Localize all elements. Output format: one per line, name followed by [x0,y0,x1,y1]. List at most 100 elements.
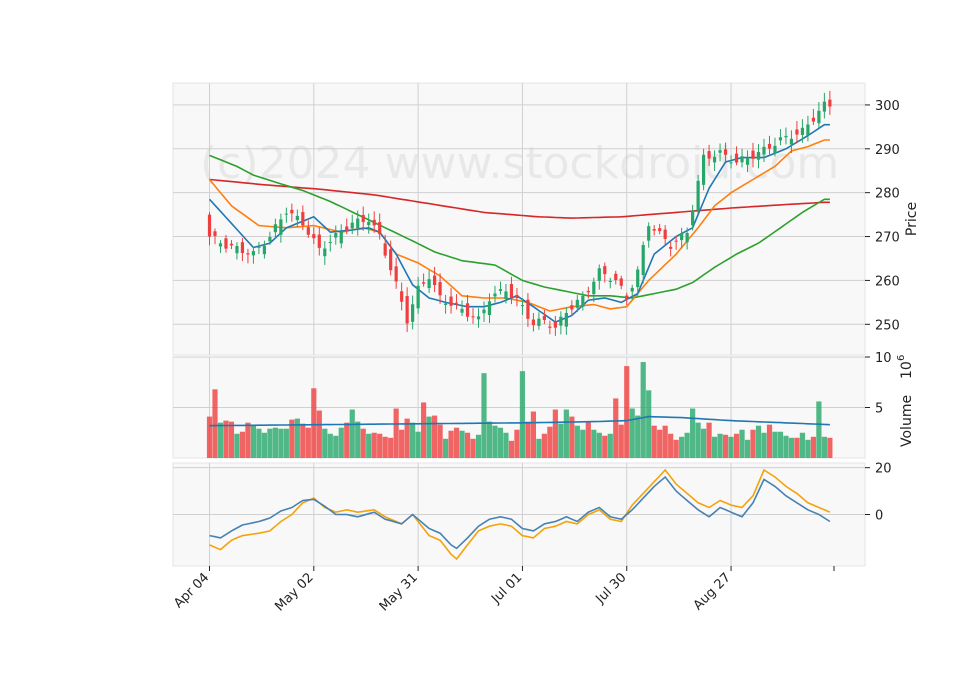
oscillator-panel: 0 20 [172,462,892,567]
price-panel: (c)2024 www.stockdroid.com 2502602702802… [172,82,920,356]
volume-bar [651,425,657,458]
volume-bar [602,435,608,458]
volume-bar [305,427,311,458]
candle [339,224,343,249]
candle-body [482,309,486,314]
candlestick-series [207,90,832,336]
volume-bar [289,419,295,458]
volume-bar [492,425,498,458]
candle [778,129,783,146]
price-tick-label: 290 [875,143,900,158]
candle-body [822,101,826,112]
candle-body [454,302,459,304]
candle [224,234,228,253]
candle [240,238,245,262]
candle-body [361,214,365,223]
candle-body [581,295,585,307]
volume-bar [437,424,443,458]
candle [756,144,761,169]
volume-bar [772,431,778,458]
candle [658,223,662,235]
candle [784,127,788,145]
volume-bar [569,416,575,458]
volume-bar [701,428,707,458]
candle-body [218,243,223,247]
price-panel-background [172,82,866,356]
candle [290,203,294,222]
volume-bar [728,436,734,458]
volume-bar [459,430,465,458]
candle [443,294,448,314]
candle-body [718,150,722,153]
candle [652,225,656,236]
candle-body [806,124,810,136]
volume-bar [223,420,229,458]
candle-body [542,315,546,320]
candle-body [685,233,689,243]
candle [734,146,739,166]
volume-bar [338,427,344,458]
oscillator-orange-path [209,468,831,561]
candle [712,150,717,172]
volume-bar [448,430,454,458]
candle-body [235,246,239,254]
candle-body [295,215,299,221]
candle [707,144,711,167]
volume-bar [508,440,515,458]
candle [284,207,288,223]
candle [213,228,217,245]
volume-bar [684,432,690,458]
candle-body [817,110,821,124]
candle-body [350,222,354,229]
candle-body [262,245,266,255]
candle [454,294,459,310]
volume-bar [421,402,427,458]
candle [334,225,338,245]
candle-body [312,234,316,239]
volume-bar [580,429,586,458]
candle-body [400,291,404,302]
watermark-text: (c)2024 www.stockdroid.com [200,138,839,189]
candle-body [570,305,574,310]
candle-body [564,312,568,327]
candle [811,108,815,125]
volume-bar [591,429,597,458]
candle [323,241,327,265]
candle-body [515,295,519,299]
candle [663,225,667,245]
candle [345,218,349,235]
volume-bar [382,436,388,458]
volume-bar [388,437,394,458]
candle [641,241,645,284]
volume-bar [794,437,800,458]
volume-bar [761,432,767,458]
candle [729,155,733,169]
candle-body [416,285,420,309]
volume-bar [322,428,328,458]
volume-bar [497,427,504,458]
candle [669,242,673,257]
candle-body [273,224,277,233]
candle-body [323,248,327,257]
candle-body [696,180,700,211]
candle [317,227,321,256]
volume-bar [366,433,372,458]
candle [246,248,250,264]
candle-body [531,319,536,326]
volume-bar [316,410,322,458]
volume-bar [239,431,246,458]
candle-body [460,308,464,313]
volume-bar [596,432,602,458]
x-tick-label: May 31 [377,570,421,614]
candle [460,300,464,316]
candle-body [268,237,272,242]
candle-body [279,219,283,235]
volume-bar [607,433,613,458]
oscillator-tick-label: 0 [875,509,883,524]
volume-bar [283,428,289,458]
volume-bar [486,421,493,458]
volume-bar [344,422,350,458]
candle-body [471,316,475,318]
candle-body [740,156,744,163]
candle [487,293,492,323]
